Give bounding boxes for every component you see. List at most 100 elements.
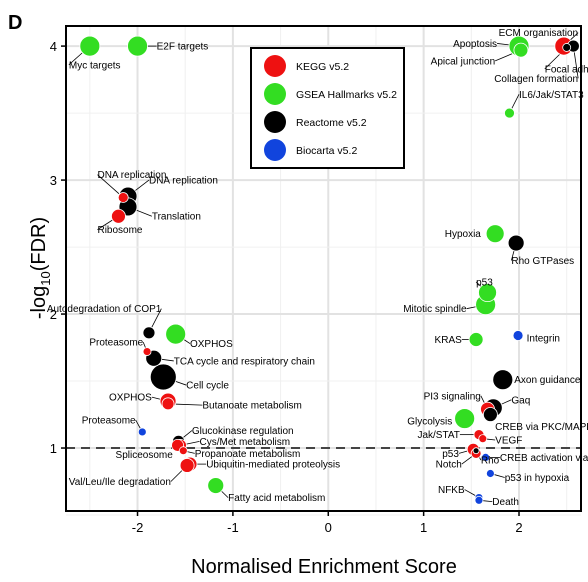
point-label: Jak/STAT — [417, 430, 459, 441]
point-label: CREB via PKC/MAPK — [495, 422, 588, 433]
x-tick-label: -2 — [132, 520, 144, 535]
point-label: Myc targets — [69, 60, 121, 71]
data-point — [165, 323, 187, 345]
y-axis-title-tail: (FDR) — [28, 217, 50, 271]
legend-label: Biocarta v5.2 — [296, 145, 357, 157]
leader-line — [511, 94, 520, 109]
point-label: Death — [492, 497, 519, 508]
data-point — [504, 107, 515, 119]
data-point — [111, 208, 126, 224]
point-label: ECM organisation — [499, 28, 578, 39]
leader-line — [135, 419, 141, 429]
leader-line — [461, 456, 473, 465]
legend-swatch — [264, 111, 286, 133]
data-point — [507, 234, 525, 252]
x-tick-label: -1 — [227, 520, 239, 535]
data-point — [512, 330, 524, 341]
x-tick-label: 2 — [515, 520, 522, 535]
data-point — [137, 427, 147, 437]
leader-line — [458, 450, 468, 454]
point-label: TCA cycle and respiratory chain — [174, 356, 315, 367]
leader-line — [475, 281, 482, 287]
legend: KEGG v5.2 GSEA Hallmarks v5.2 Reactome v5.… — [250, 47, 405, 169]
point-label: Focal adhesion — [545, 64, 588, 75]
x-tick-label: 1 — [420, 520, 427, 535]
point-label: Translation — [152, 212, 201, 223]
data-point — [161, 397, 175, 411]
x-axis-title: Normalised Enrichment Score — [191, 556, 457, 578]
legend-label: Reactome v5.2 — [296, 117, 367, 129]
point-label: KRAS — [435, 335, 463, 346]
data-point — [142, 347, 152, 356]
point-label: Ribosome — [97, 225, 142, 236]
point-label: OXPHOS — [190, 339, 233, 350]
point-label: E2F targets — [157, 42, 209, 53]
data-point — [79, 35, 101, 57]
point-label: Propanoate metabolism — [195, 449, 301, 460]
legend-swatch — [264, 55, 286, 77]
data-point — [474, 495, 484, 505]
data-point — [179, 458, 195, 473]
leader-line — [151, 396, 161, 400]
point-label: Gaq — [511, 395, 530, 406]
leader-line — [573, 51, 579, 79]
point-labels: Myc targets E2F targets DNA replicationDNA… — [47, 28, 588, 508]
point-label: Spliceosome — [116, 450, 174, 461]
point-label: Cell cycle — [186, 381, 229, 392]
legend-label: KEGG v5.2 — [296, 61, 349, 73]
point-label: Rho GTPases — [511, 256, 574, 267]
data-point — [468, 332, 484, 347]
data-point — [481, 453, 491, 462]
leader-line — [464, 489, 476, 496]
point-label: Notch — [436, 460, 462, 471]
leader-line — [510, 250, 515, 261]
data-point — [142, 326, 156, 340]
data-point — [482, 407, 498, 422]
data-point — [492, 369, 514, 391]
point-label: Butanoate metabolism — [202, 401, 302, 412]
leader-line — [221, 490, 229, 498]
point-label: CREB activation via Ras — [500, 453, 588, 464]
legend-label: GSEA Hallmarks v5.2 — [296, 89, 397, 101]
point-label: p53 — [442, 449, 459, 460]
leader-line — [68, 52, 83, 66]
y-axis-ticks: 1 2 3 4 — [50, 39, 66, 456]
point-label: Integrin — [527, 334, 560, 345]
data-point — [207, 477, 225, 494]
legend-swatch — [264, 83, 286, 105]
y-tick-label: 3 — [50, 173, 57, 188]
leader-line — [97, 174, 120, 195]
data-point — [472, 447, 480, 455]
panel-letter: D — [8, 12, 23, 34]
point-label: Proteasome — [89, 338, 143, 349]
leader-line — [186, 440, 200, 445]
legend-swatch — [264, 139, 286, 161]
leader-line — [142, 342, 146, 349]
point-label: NFKB — [438, 485, 465, 496]
x-axis-ticks: -2 -1 0 1 2 — [132, 511, 523, 535]
plot-frame — [65, 25, 582, 512]
data-point — [478, 283, 497, 303]
leader-line — [482, 500, 493, 503]
point-label: Axon guidance — [514, 375, 581, 386]
point-label: Glycolysis — [407, 417, 452, 428]
leader-line — [170, 470, 183, 482]
data-point — [454, 408, 476, 429]
point-label: Val/Leu/Ile degradation — [69, 477, 171, 488]
leader-line — [151, 308, 162, 328]
leader-line — [480, 395, 485, 404]
point-label: Autodegradation of COP1 — [47, 304, 162, 315]
leader-line — [466, 306, 476, 310]
point-label: p53 in hypoxia — [505, 473, 570, 484]
y-axis-title-main: -log — [28, 286, 50, 319]
leader-line — [494, 474, 505, 478]
leader-line — [161, 358, 174, 362]
data-point — [485, 469, 495, 478]
data-point — [117, 192, 129, 203]
point-label: Hypoxia — [445, 229, 482, 240]
point-label: PI3 signaling — [424, 391, 481, 402]
leader-line — [495, 52, 515, 62]
leader-line — [501, 399, 512, 405]
point-label: VEGF — [495, 435, 522, 446]
